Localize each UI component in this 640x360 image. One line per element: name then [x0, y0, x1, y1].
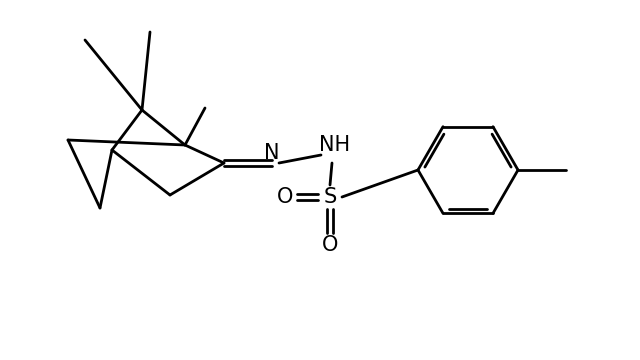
Text: N: N — [264, 143, 280, 163]
Text: O: O — [277, 187, 293, 207]
Text: NH: NH — [319, 135, 351, 155]
Text: O: O — [322, 235, 338, 255]
Text: S: S — [323, 187, 337, 207]
